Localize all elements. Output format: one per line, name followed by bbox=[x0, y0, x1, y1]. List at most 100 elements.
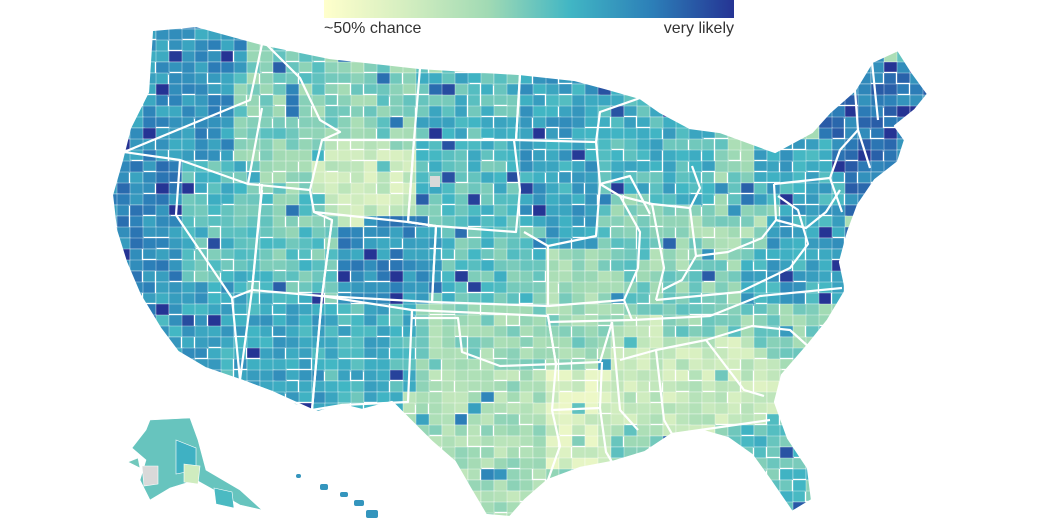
county-cell[interactable] bbox=[532, 18, 548, 29]
county-cell[interactable] bbox=[779, 149, 795, 163]
county-cell[interactable] bbox=[415, 248, 430, 262]
county-cell[interactable] bbox=[142, 259, 159, 272]
county-cell[interactable] bbox=[246, 424, 261, 438]
county-cell[interactable] bbox=[480, 402, 496, 415]
county-cell[interactable] bbox=[194, 270, 210, 283]
county-cell[interactable] bbox=[142, 358, 159, 373]
county-cell[interactable] bbox=[727, 193, 744, 206]
county-cell[interactable] bbox=[714, 171, 728, 184]
county-cell[interactable] bbox=[936, 513, 949, 519]
county-cell[interactable] bbox=[181, 72, 197, 85]
county-cell[interactable] bbox=[558, 391, 575, 405]
county-cell[interactable] bbox=[649, 314, 663, 327]
county-cell[interactable] bbox=[714, 72, 730, 85]
county-cell[interactable] bbox=[441, 226, 458, 240]
county-cell[interactable] bbox=[311, 490, 328, 505]
county-cell[interactable] bbox=[376, 226, 391, 238]
county-cell[interactable] bbox=[493, 435, 509, 448]
county-cell[interactable] bbox=[831, 171, 845, 183]
county-cell[interactable] bbox=[493, 149, 509, 163]
county-cell[interactable] bbox=[324, 39, 339, 53]
county-cell[interactable] bbox=[831, 413, 847, 427]
county-cell[interactable] bbox=[116, 501, 131, 515]
county-cell[interactable] bbox=[844, 149, 860, 161]
county-cell[interactable] bbox=[936, 436, 949, 447]
county-cell[interactable] bbox=[363, 182, 377, 195]
county-cell[interactable] bbox=[506, 259, 523, 272]
county-cell[interactable] bbox=[168, 490, 183, 504]
county-cell[interactable] bbox=[740, 226, 756, 239]
county-cell[interactable] bbox=[936, 315, 950, 327]
county-cell[interactable] bbox=[649, 457, 663, 471]
county-cell[interactable] bbox=[194, 347, 208, 359]
county-cell[interactable] bbox=[350, 347, 366, 359]
county-cell[interactable] bbox=[662, 171, 677, 185]
county-cell[interactable] bbox=[259, 303, 273, 316]
county-cell[interactable] bbox=[155, 160, 171, 173]
county-cell[interactable] bbox=[129, 18, 145, 31]
county-cell[interactable] bbox=[480, 479, 495, 492]
county-cell[interactable] bbox=[610, 435, 624, 448]
county-cell[interactable] bbox=[753, 501, 770, 515]
county-cell[interactable] bbox=[922, 391, 936, 405]
county-cell[interactable] bbox=[753, 369, 770, 383]
county-cell[interactable] bbox=[818, 215, 835, 229]
county-cell[interactable] bbox=[844, 347, 858, 360]
county-cell[interactable] bbox=[480, 347, 494, 361]
county-cell[interactable] bbox=[272, 424, 288, 439]
county-cell[interactable] bbox=[610, 303, 625, 315]
county-cell[interactable] bbox=[909, 501, 923, 516]
county-cell[interactable] bbox=[129, 501, 145, 515]
county-cell[interactable] bbox=[909, 193, 925, 206]
county-cell[interactable] bbox=[142, 18, 158, 30]
county-cell[interactable] bbox=[519, 18, 535, 30]
county-cell[interactable] bbox=[623, 61, 639, 73]
county-cell[interactable] bbox=[896, 314, 913, 327]
county-cell[interactable] bbox=[675, 369, 689, 383]
county-cell[interactable] bbox=[857, 479, 873, 491]
county-cell[interactable] bbox=[675, 149, 692, 163]
county-cell[interactable] bbox=[337, 336, 353, 350]
county-cell[interactable] bbox=[831, 468, 846, 482]
county-cell[interactable] bbox=[376, 94, 390, 108]
county-cell[interactable] bbox=[155, 182, 172, 195]
county-cell[interactable] bbox=[337, 457, 353, 471]
county-cell[interactable] bbox=[493, 501, 509, 513]
county-cell[interactable] bbox=[831, 72, 848, 85]
county-cell[interactable] bbox=[155, 347, 170, 360]
county-cell[interactable] bbox=[311, 424, 326, 437]
county-cell[interactable] bbox=[532, 446, 549, 459]
county-cell[interactable] bbox=[389, 116, 406, 129]
county-cell[interactable] bbox=[558, 127, 575, 139]
county-cell[interactable] bbox=[909, 237, 923, 252]
county-cell[interactable] bbox=[909, 424, 925, 438]
county-cell[interactable] bbox=[506, 314, 520, 326]
county-cell[interactable] bbox=[753, 116, 767, 129]
county-cell[interactable] bbox=[740, 127, 756, 141]
county-cell[interactable] bbox=[324, 358, 339, 371]
county-cell[interactable] bbox=[233, 160, 247, 173]
county-cell[interactable] bbox=[831, 358, 847, 373]
county-cell[interactable] bbox=[936, 348, 949, 361]
county-cell[interactable] bbox=[155, 138, 172, 151]
county-cell[interactable] bbox=[662, 369, 676, 382]
county-cell[interactable] bbox=[701, 446, 716, 461]
county-cell[interactable] bbox=[285, 413, 301, 427]
county-cell[interactable] bbox=[896, 259, 912, 274]
county-cell[interactable] bbox=[402, 468, 418, 480]
county-cell[interactable] bbox=[415, 50, 429, 64]
county-cell[interactable] bbox=[155, 237, 171, 249]
county-cell[interactable] bbox=[116, 413, 131, 426]
county-cell[interactable] bbox=[285, 314, 302, 327]
county-cell[interactable] bbox=[480, 193, 494, 207]
county-cell[interactable] bbox=[636, 160, 651, 173]
county-cell[interactable] bbox=[936, 359, 950, 371]
county-cell[interactable] bbox=[870, 435, 885, 450]
county-cell[interactable] bbox=[467, 292, 482, 304]
county-cell[interactable] bbox=[337, 314, 353, 326]
county-cell[interactable] bbox=[662, 138, 677, 152]
county-cell[interactable] bbox=[272, 512, 287, 519]
county-cell[interactable] bbox=[389, 149, 405, 163]
county-cell[interactable] bbox=[441, 369, 456, 382]
county-cell[interactable] bbox=[454, 512, 471, 519]
